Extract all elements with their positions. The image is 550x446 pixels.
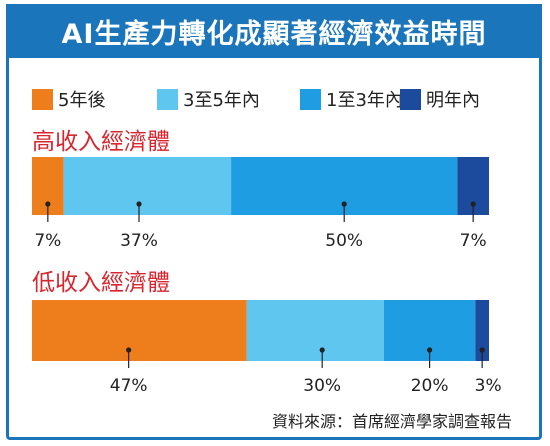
legend-label: 3至5年內 xyxy=(183,90,260,111)
legend-swatch xyxy=(400,88,421,110)
leader-dot xyxy=(479,347,485,353)
leader-dot xyxy=(426,347,433,353)
legend-swatch xyxy=(300,88,321,110)
title-bar: AI生產力轉化成顯著經濟效益時間 xyxy=(6,4,542,58)
legend-label: 5年後 xyxy=(58,90,106,111)
data-label: 30% xyxy=(303,376,341,396)
bar-segment-high-1 xyxy=(63,157,232,215)
data-label: 50% xyxy=(325,231,363,251)
chart-title: AI生產力轉化成顯著經濟效益時間 xyxy=(61,18,487,50)
legend-label: 明年內 xyxy=(426,90,480,111)
data-label: 7% xyxy=(34,231,61,251)
source-note: 資料來源：首席經濟學家調查報告 xyxy=(271,412,512,431)
legend-item-3-to-5-years: 3至5年內 xyxy=(157,86,260,112)
legend-item-next-year: 明年內 xyxy=(400,86,480,112)
group-title-high-income: 高收入經濟體 xyxy=(32,129,170,155)
leader-dot xyxy=(341,201,347,207)
data-label: 47% xyxy=(110,376,148,396)
data-label: 37% xyxy=(120,231,158,251)
data-label: 7% xyxy=(460,231,487,251)
leader-dot xyxy=(470,201,476,207)
legend-swatch xyxy=(157,88,178,110)
leader-dot xyxy=(45,201,51,207)
bar-segment-low-3 xyxy=(475,300,489,361)
leader-dot xyxy=(136,201,142,207)
data-label: 20% xyxy=(411,376,449,396)
chart-frame xyxy=(6,4,542,440)
legend-swatch xyxy=(32,88,53,110)
data-label: 3% xyxy=(475,376,502,396)
legend-item-5-years-later: 5年後 xyxy=(32,86,105,112)
group-title-low-income: 低收入經濟體 xyxy=(32,270,170,296)
leader-dot xyxy=(126,347,132,353)
bar-segment-low-1 xyxy=(246,300,384,361)
leader-dot xyxy=(319,347,325,353)
bar-segment-low-0 xyxy=(32,300,247,361)
legend-label: 1至3年內 xyxy=(326,90,403,111)
legend-item-1-to-3-years: 1至3年內 xyxy=(300,86,403,112)
